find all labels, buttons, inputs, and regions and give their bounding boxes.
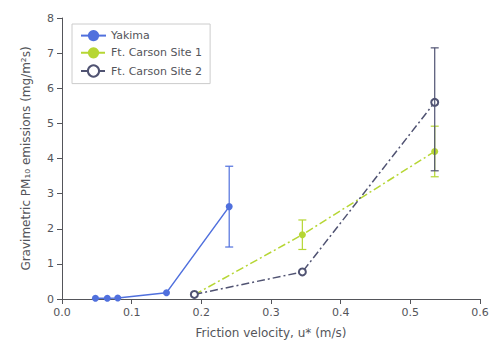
svg-text:0.2: 0.2 [193,306,211,319]
svg-text:Yakima: Yakima [110,29,150,42]
svg-text:8: 8 [47,12,54,25]
svg-text:Ft. Carson Site 1: Ft. Carson Site 1 [111,46,202,59]
svg-text:0.5: 0.5 [402,306,420,319]
svg-text:0.4: 0.4 [332,306,350,319]
svg-text:Ft. Carson Site 2: Ft. Carson Site 2 [111,65,202,78]
svg-text:0.1: 0.1 [123,306,141,319]
svg-text:7: 7 [47,47,54,60]
svg-text:4: 4 [47,152,54,165]
svg-text:5: 5 [47,117,54,130]
svg-text:0.3: 0.3 [262,306,280,319]
svg-text:1: 1 [47,257,54,270]
svg-text:0.6: 0.6 [471,306,489,319]
svg-text:3: 3 [47,187,54,200]
svg-text:0.0: 0.0 [53,306,71,319]
svg-text:6: 6 [47,82,54,95]
svg-text:2: 2 [47,222,54,235]
svg-text:Friction velocity, u* (m/s): Friction velocity, u* (m/s) [196,326,347,340]
svg-text:Gravimetric PM₁₀ emissions (mg: Gravimetric PM₁₀ emissions (mg/m²s) [19,46,33,270]
svg-text:0: 0 [47,293,54,306]
